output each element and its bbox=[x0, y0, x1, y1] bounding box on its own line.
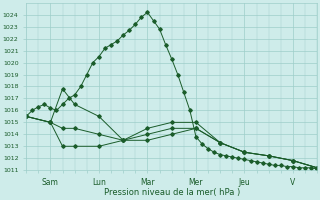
X-axis label: Pression niveau de la mer( hPa ): Pression niveau de la mer( hPa ) bbox=[104, 188, 240, 197]
